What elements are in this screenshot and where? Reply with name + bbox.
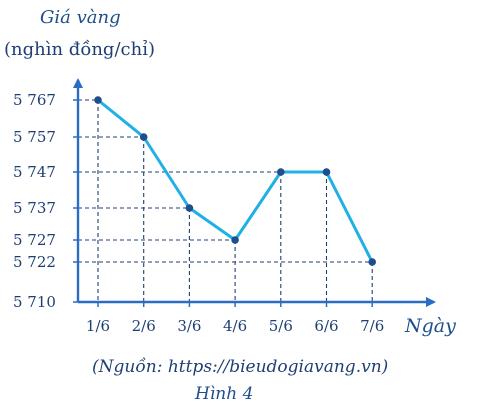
x-tick-label: 5/6 xyxy=(269,317,293,335)
x-tick-label: 6/6 xyxy=(314,317,338,335)
y-tick-label: 5 727 xyxy=(13,231,56,249)
data-point-3/6 xyxy=(185,204,194,212)
series xyxy=(94,96,377,266)
y-tick-label: 5 710 xyxy=(13,293,56,311)
axes xyxy=(73,78,436,307)
y-tick-label: 5 747 xyxy=(13,163,56,181)
source-note: (Nguồn: https://bieudogiavang.vn) xyxy=(92,357,388,377)
y-axis-title-line2: (nghìn đồng/chỉ) xyxy=(4,39,155,60)
x-tick-labels: 1/6 2/6 3/6 4/6 5/6 6/6 7/6 xyxy=(86,302,384,335)
x-tick-label: 1/6 xyxy=(86,317,110,335)
x-tick-label: 4/6 xyxy=(223,317,247,335)
data-point-5/6 xyxy=(277,168,285,176)
x-tick-label: 7/6 xyxy=(360,317,384,335)
data-point-7/6 xyxy=(368,258,377,266)
x-tick-label: 2/6 xyxy=(132,317,156,335)
y-tick-labels: 5 710 5 722 5 727 5 737 5 747 5 757 5 767 xyxy=(13,91,78,311)
x-axis-title: Ngày xyxy=(404,315,456,337)
y-tick-label: 5 767 xyxy=(13,91,56,109)
y-tick-label: 5 722 xyxy=(13,253,56,271)
figure-label: Hình 4 xyxy=(194,384,253,404)
data-point-4/6 xyxy=(231,236,239,244)
data-point-1/6 xyxy=(94,96,102,104)
data-point-2/6 xyxy=(139,133,148,141)
data-point-6/6 xyxy=(322,168,331,176)
x-tick-label: 3/6 xyxy=(177,317,201,335)
y-tick-label: 5 737 xyxy=(13,199,56,217)
y-axis-title-line1: Giá vàng xyxy=(40,7,121,28)
guide-lines xyxy=(78,99,373,302)
y-tick-label: 5 757 xyxy=(13,128,56,146)
